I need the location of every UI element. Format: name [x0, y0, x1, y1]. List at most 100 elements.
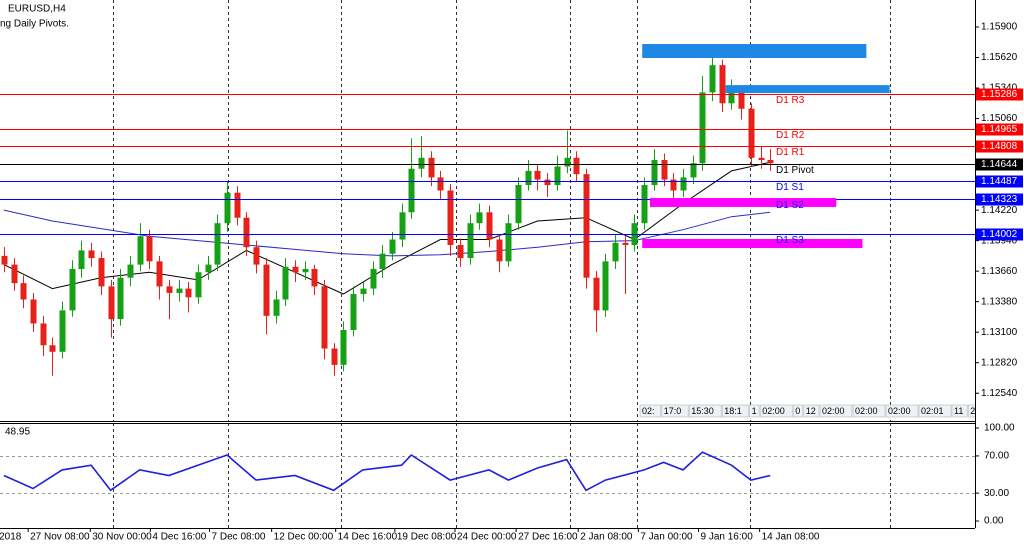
y-tick-label: 1.12540 [981, 388, 1018, 399]
candle-body [40, 323, 47, 346]
pivot-name: D1 Pivot [776, 165, 814, 176]
candle-body [758, 157, 765, 160]
candle-body [408, 168, 415, 213]
session-box [918, 404, 952, 418]
session-box [688, 404, 722, 418]
candle-body [273, 299, 280, 316]
candle-body [428, 157, 435, 178]
candle-body [670, 179, 677, 191]
candle-body [699, 92, 706, 164]
candle-body [127, 264, 134, 278]
y-tick-label: 1.15340 [981, 83, 1018, 94]
candle-body [195, 272, 202, 298]
rsi-line [3, 451, 771, 492]
candle-body [496, 239, 503, 262]
rsi-panel [0, 423, 975, 528]
candle-body [418, 157, 425, 169]
x-tick-label: 30 Nov 00:00 [92, 532, 152, 543]
candle-body [176, 288, 183, 293]
candle-body [108, 286, 115, 320]
x-tick-label: 24 Dec 00:00 [457, 532, 517, 543]
y-tick-label: 1.13100 [981, 327, 1018, 338]
candle-body [88, 250, 95, 259]
candle-body [311, 268, 318, 287]
x-tick-label: 9 Jan 16:00 [701, 532, 754, 543]
candle-body [78, 250, 85, 269]
zone [725, 85, 890, 94]
session-box [967, 404, 975, 418]
session-box [661, 404, 689, 418]
y-tick-label: 1.14220 [981, 205, 1018, 216]
candle-body [437, 177, 444, 191]
x-tick-label: 14 Jan 08:00 [762, 532, 820, 543]
price-tag-label: 1.14323 [981, 194, 1018, 205]
rsi-tick-label: 0.00 [984, 516, 1004, 527]
moving-average [3, 209, 771, 257]
candle-body [728, 92, 735, 104]
candle-body [263, 264, 270, 316]
session-label: 02:00 [822, 406, 845, 416]
candle-body [30, 299, 37, 324]
session-box [852, 404, 886, 418]
pivot-name: D1 S2 [776, 200, 804, 211]
x-tick-label: 4 Dec 16:00 [152, 532, 206, 543]
x-tick-label: 7 Jan 00:00 [640, 532, 693, 543]
candle-body [11, 264, 18, 284]
candle-body [166, 286, 173, 293]
y-tick-label: 1.15060 [981, 113, 1018, 124]
x-tick-label: 27 Dec 16:00 [518, 532, 578, 543]
candle-body [709, 65, 716, 93]
session-label: 15:30 [691, 406, 714, 416]
session-box [885, 404, 919, 418]
session-box [792, 404, 804, 418]
candle-body [282, 266, 289, 300]
candle-body [146, 236, 153, 262]
candle-body [205, 264, 212, 273]
candle-body [137, 236, 144, 265]
candle-body [49, 345, 56, 352]
price-tag-label: 1.14487 [981, 176, 1018, 187]
price-tag [976, 158, 1023, 171]
candle-body [612, 242, 619, 262]
candle-body [447, 190, 454, 245]
session-label: 18:1 [724, 406, 742, 416]
session-label: 02: [642, 406, 655, 416]
candle-body [302, 268, 309, 273]
session-label: 02:01 [921, 406, 944, 416]
candle-body [573, 157, 580, 175]
candle-body [292, 266, 299, 273]
session-box [749, 404, 760, 418]
candle-body [399, 212, 406, 240]
price-tag-label: 1.14808 [981, 141, 1018, 152]
candle-body [379, 253, 386, 269]
candle-body [467, 223, 474, 259]
y-tick-label: 1.12820 [981, 357, 1018, 368]
session-label: 1 [752, 406, 757, 416]
zone [650, 198, 837, 207]
price-tag-label: 1.14002 [981, 229, 1018, 240]
symbol-label: EURUSD,H4 [8, 4, 66, 15]
session-label: 12 [806, 406, 816, 416]
candle-body [117, 277, 124, 320]
candle-body [554, 166, 561, 186]
candle-body [1, 255, 8, 265]
price-tag [976, 123, 1023, 136]
price-tag [976, 193, 1023, 206]
pivot-name: D1 R3 [776, 95, 805, 106]
candle-body [651, 159, 658, 186]
candle-body [602, 261, 609, 311]
candle-body [389, 239, 396, 254]
pivot-name: D1 R2 [776, 130, 805, 141]
candle-body [224, 192, 231, 224]
y-tick-label: 1.15620 [981, 52, 1018, 63]
candle-body [767, 159, 774, 164]
candle-body [525, 170, 532, 186]
zone [642, 44, 867, 58]
session-box [819, 404, 853, 418]
pivot-name: D1 R1 [776, 147, 805, 158]
candle-body [321, 286, 328, 349]
candle-body [350, 294, 357, 330]
candle-body [544, 179, 551, 186]
